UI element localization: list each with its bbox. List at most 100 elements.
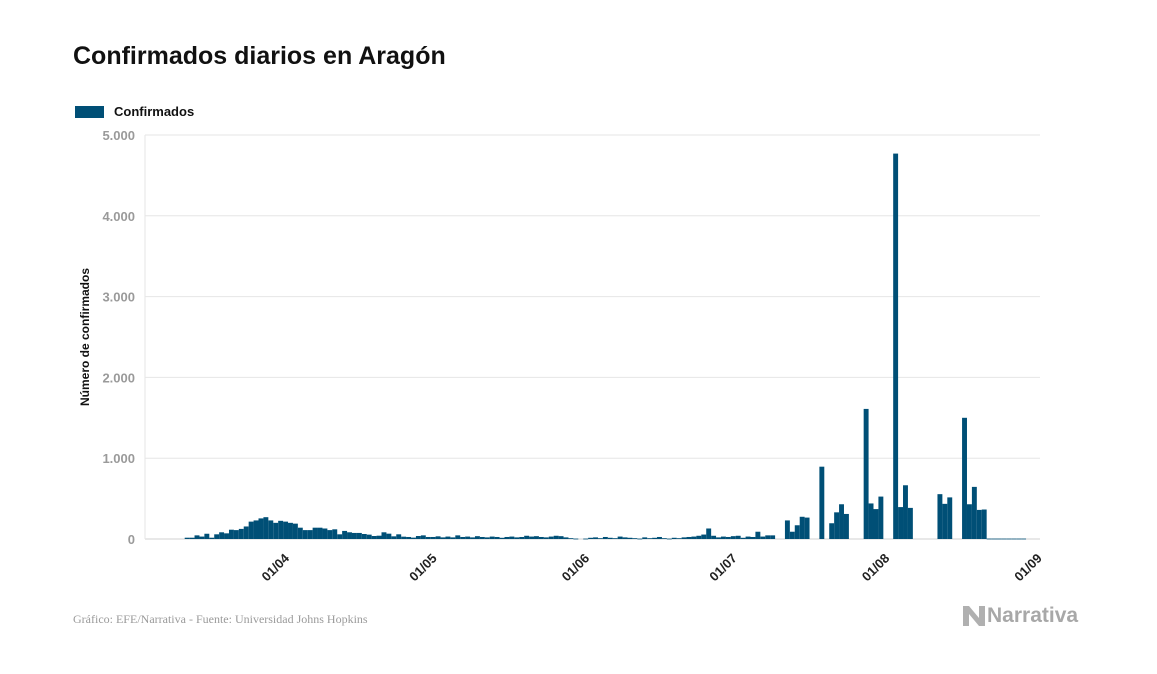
bar (607, 537, 613, 539)
bar (789, 531, 795, 539)
bar (711, 535, 717, 539)
bar (1011, 538, 1017, 540)
bar (597, 538, 603, 539)
bar (356, 532, 362, 539)
bar (760, 536, 766, 539)
bar (573, 538, 579, 540)
bar (706, 528, 712, 539)
y-tick-label: 0 (128, 532, 135, 547)
bar (804, 517, 810, 539)
bar (509, 536, 515, 539)
bar (770, 535, 776, 539)
bar (1006, 538, 1012, 540)
bar (332, 529, 338, 539)
bar (415, 536, 421, 539)
bar (430, 536, 436, 539)
bar (411, 537, 416, 539)
bar (524, 535, 530, 539)
bar (484, 537, 490, 539)
bar (937, 494, 943, 539)
bar (519, 536, 525, 539)
bar (381, 532, 387, 539)
bar (307, 530, 313, 539)
bar (361, 533, 367, 539)
bar (312, 527, 318, 539)
bar (981, 509, 987, 539)
bar (455, 535, 461, 539)
bar (366, 534, 372, 539)
bar (243, 526, 249, 539)
bar (996, 538, 1002, 540)
bar (563, 537, 569, 539)
bar (765, 535, 771, 539)
bar (337, 534, 343, 539)
bar (184, 537, 190, 539)
bar (1016, 538, 1022, 540)
bar (829, 523, 835, 539)
bar (725, 536, 731, 539)
bar (371, 536, 377, 539)
bar (612, 538, 618, 539)
bar (976, 509, 982, 539)
bar (425, 536, 431, 539)
bar (588, 537, 594, 539)
bar (219, 532, 225, 539)
bar (735, 535, 741, 539)
bar (558, 536, 564, 539)
bar (647, 538, 653, 539)
bar (686, 536, 692, 539)
bar (671, 537, 677, 539)
bar (632, 538, 638, 539)
bar (593, 537, 598, 539)
bar (657, 536, 662, 539)
bar (893, 153, 899, 540)
narrativa-logo: Narrativa (963, 604, 1078, 628)
bar (233, 530, 239, 539)
bar (666, 538, 672, 540)
y-tick-label: 3.000 (102, 290, 135, 305)
bar (376, 535, 382, 539)
bar (347, 532, 352, 539)
x-tick-label: 01/07 (706, 551, 740, 585)
bar (642, 537, 648, 539)
bar (445, 536, 451, 539)
bar (342, 530, 348, 539)
bar (878, 496, 884, 539)
y-tick-label: 2.000 (102, 370, 135, 385)
bar (676, 538, 682, 539)
bar (898, 507, 904, 539)
y-axis-label: Número de confirmados (78, 268, 92, 406)
bar (622, 537, 628, 539)
bar (750, 536, 756, 539)
bar (253, 520, 259, 539)
bar (627, 537, 633, 539)
bar (504, 536, 510, 539)
chart-title: Confirmados diarios en Aragón (73, 42, 446, 70)
bar (278, 520, 284, 539)
bar (322, 528, 328, 539)
bar (440, 537, 446, 539)
bar (263, 517, 269, 539)
bar (302, 530, 308, 539)
narrativa-logo-icon (963, 606, 985, 626)
y-tick-label: 5.000 (102, 128, 135, 143)
bar (529, 536, 535, 539)
bar (966, 504, 972, 539)
bar (873, 509, 879, 539)
bar (450, 537, 456, 539)
bar (794, 525, 800, 539)
legend-swatch (75, 105, 104, 118)
bar (209, 537, 215, 539)
bar (617, 536, 623, 539)
x-tick-label: 01/06 (559, 551, 593, 585)
bar (740, 537, 746, 539)
y-tick-label: 4.000 (102, 209, 135, 224)
legend-label: Confirmados (114, 104, 195, 119)
logo-text: Narrativa (987, 604, 1079, 627)
bar (228, 529, 234, 539)
bar (538, 536, 544, 539)
bar (868, 503, 874, 539)
bar (716, 537, 721, 539)
bar (839, 504, 844, 539)
